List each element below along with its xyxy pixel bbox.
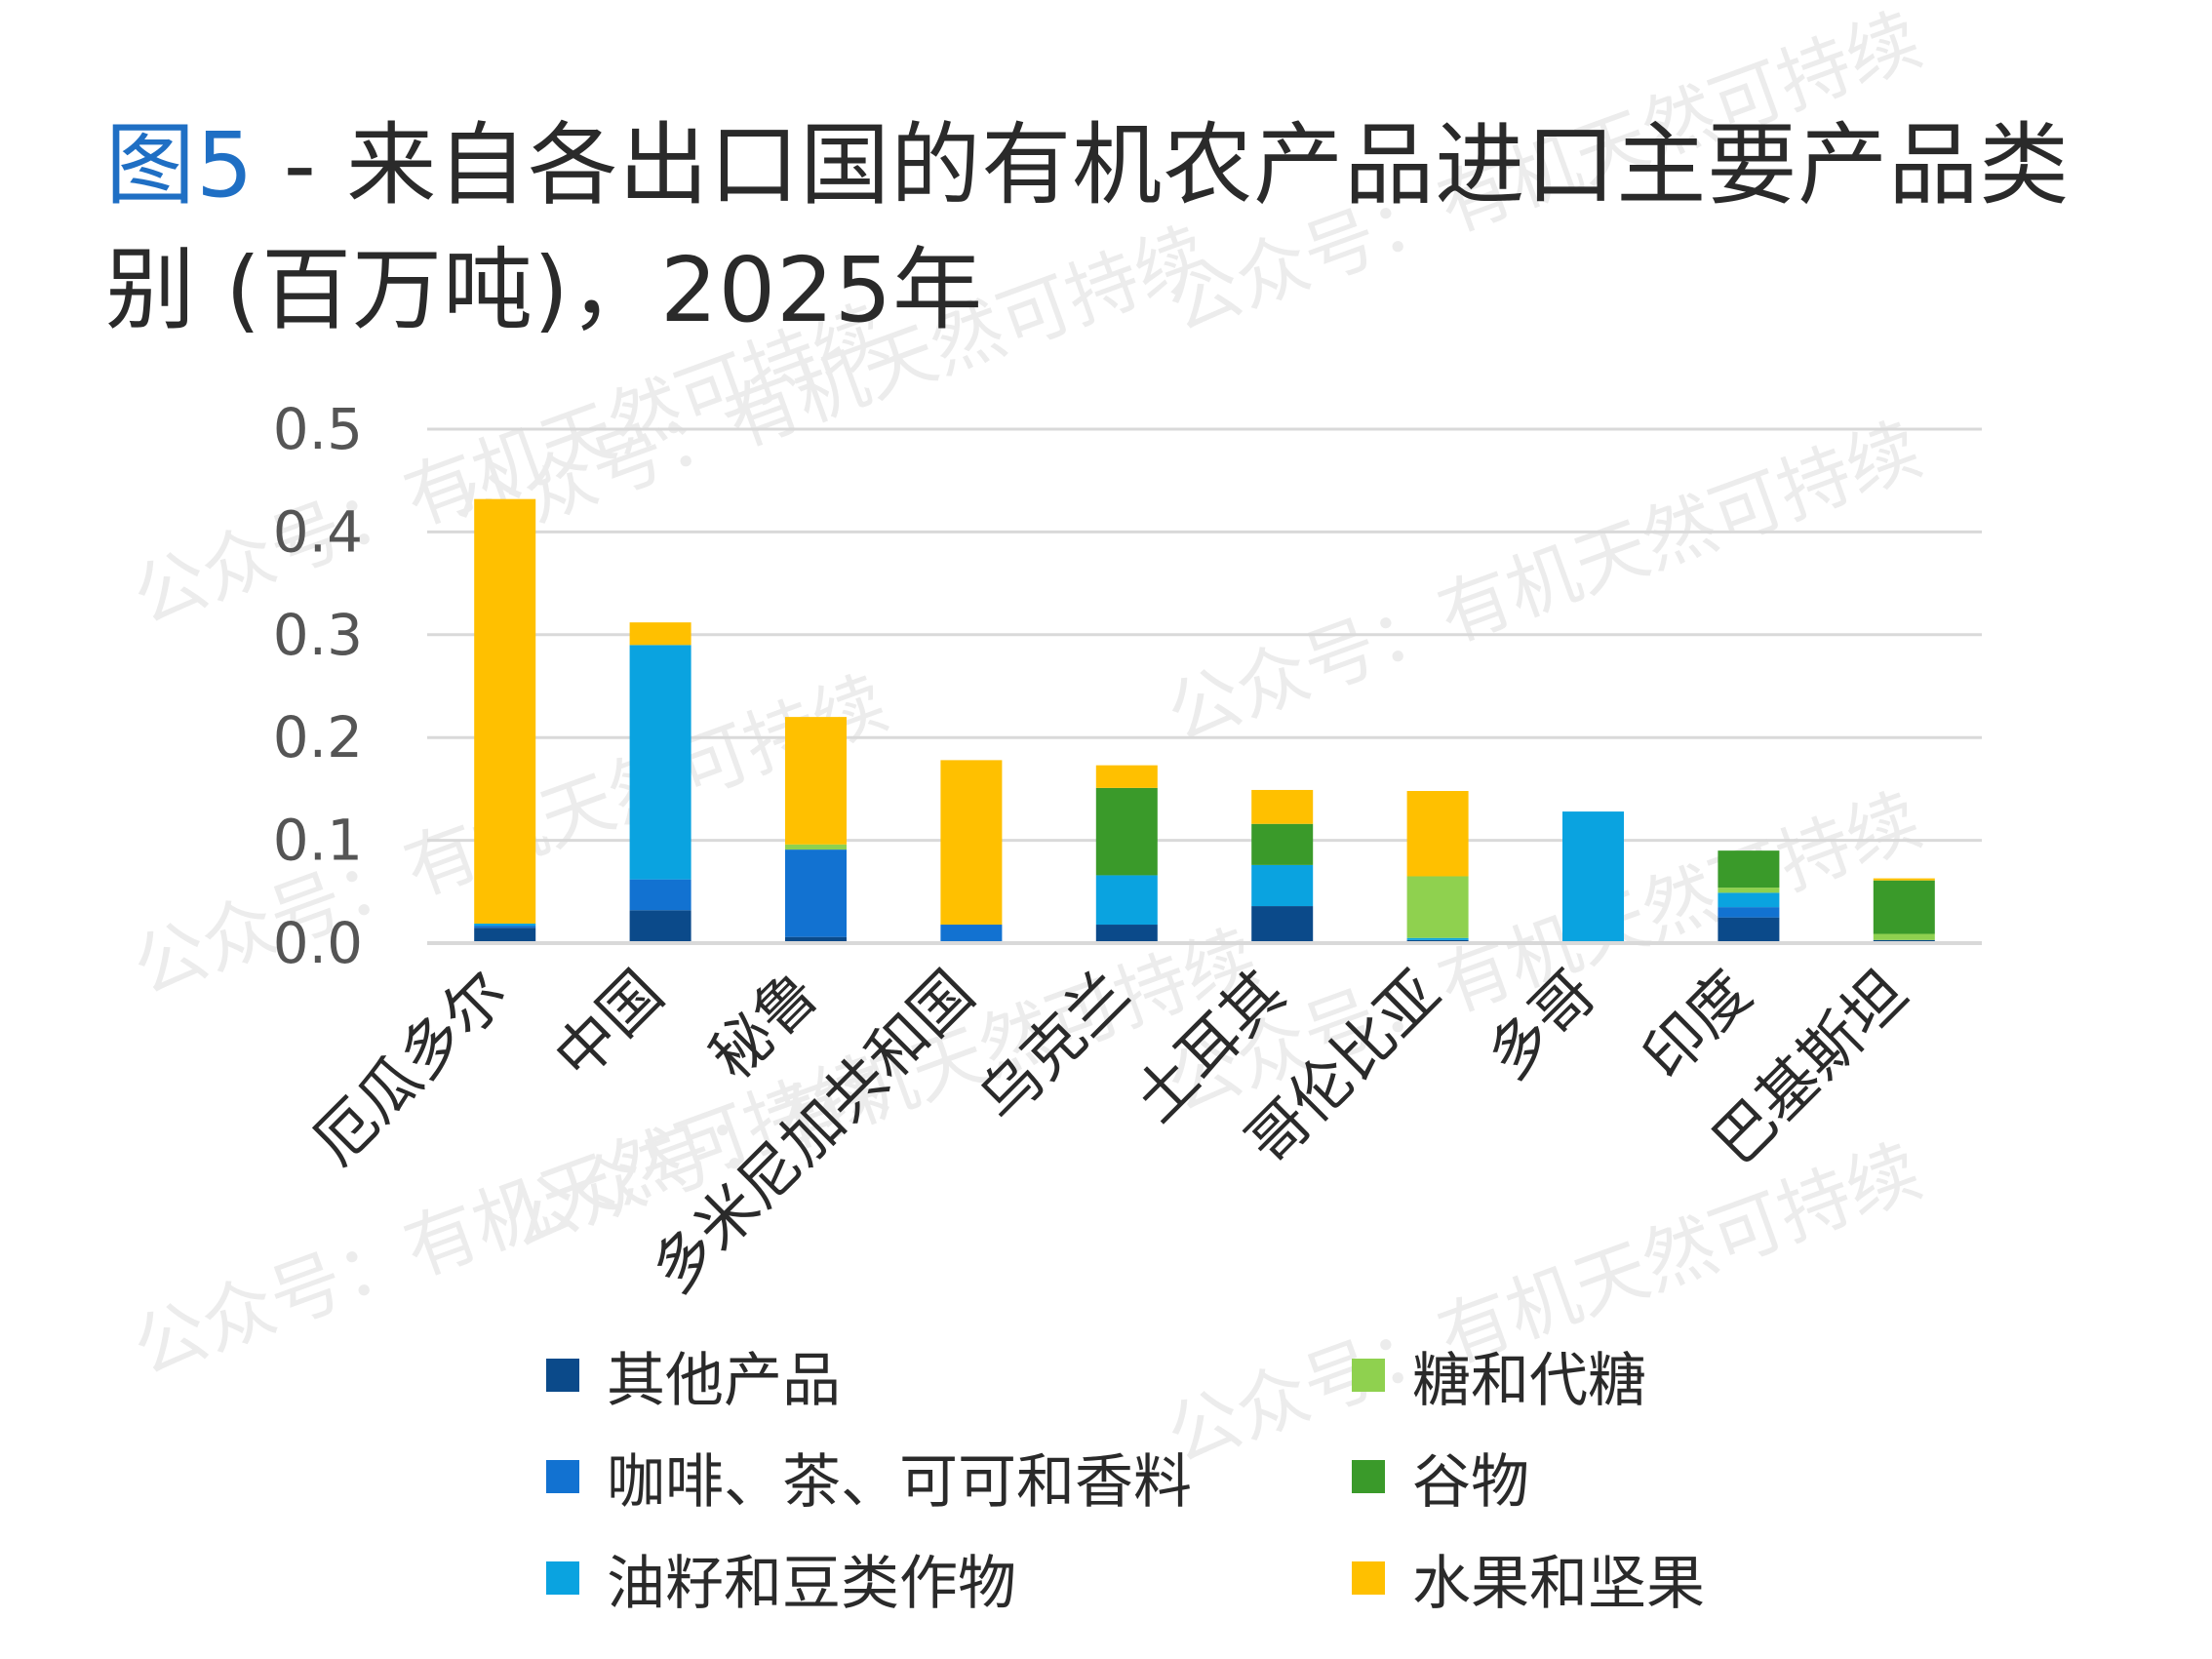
bar-segment	[1095, 765, 1158, 788]
bar-segment	[785, 849, 847, 937]
legend-item: 谷物	[1352, 1438, 1529, 1517]
bar-segment	[1718, 917, 1780, 943]
bar-segment	[1406, 876, 1469, 938]
x-tick-label: 厄瓜多尔	[299, 957, 521, 1178]
y-tick-label: 0.3	[273, 602, 363, 668]
y-tick-label: 0.1	[273, 808, 363, 874]
stacked-bar-chart: 0.0 0.1 0.2 0.3 0.4 0.5 厄瓜多尔 中国 秘鲁多米尼加共和国乌克兰土耳其…	[273, 396, 1982, 1307]
bar-stack	[474, 498, 536, 943]
bar-segment	[1095, 875, 1158, 926]
bar-segment	[1406, 937, 1469, 940]
chart-title: 图5 - 来自各出口国的有机农产品进口主要产品类别 (百万吨)，2025年	[105, 103, 2134, 353]
bar-segment	[474, 923, 536, 927]
legend-label: 油籽和豆类作物	[607, 1549, 1016, 1618]
y-axis-ticks: 0.0 0.1 0.2 0.3 0.4 0.5	[273, 396, 363, 976]
bar-segment	[1095, 925, 1158, 943]
legend-label: 糖和代糖	[1412, 1346, 1646, 1415]
bar-stack	[785, 717, 847, 943]
bar-segment	[785, 936, 847, 943]
bar-segment	[629, 622, 691, 646]
bar-segment	[629, 645, 691, 880]
legend-label: 水果和坚果	[1412, 1549, 1705, 1618]
bar-segment	[1718, 850, 1780, 889]
chart-title-text: - 来自各出口国的有机农产品进口主要产品类别 (百万吨)，2025年	[105, 113, 2071, 342]
x-tick-label: 印度	[1629, 957, 1764, 1092]
legend-item: 水果和坚果	[1352, 1539, 1705, 1618]
bar-segment	[1406, 791, 1469, 877]
bar-stack	[940, 760, 1003, 943]
bar-segment	[1718, 907, 1780, 918]
bar-segment	[1873, 878, 1935, 881]
bar-segment	[474, 498, 536, 924]
legend-label: 其他产品	[607, 1346, 841, 1415]
legend-swatch	[1352, 1561, 1385, 1595]
legend-item: 糖和代糖	[1352, 1336, 1646, 1415]
bar-segment	[1095, 787, 1158, 876]
bar-stack	[1873, 878, 1935, 943]
bar-segment	[1251, 864, 1314, 907]
y-tick-label: 0.4	[273, 498, 363, 565]
x-tick-label: 秘鲁	[696, 957, 832, 1092]
bar-segment	[629, 879, 691, 911]
x-tick-label: 乌克兰	[965, 957, 1143, 1135]
bars	[474, 498, 1935, 943]
legend-swatch	[1352, 1460, 1385, 1493]
bar-stack	[1251, 789, 1314, 943]
legend-item: 其他产品	[546, 1336, 841, 1415]
y-tick-label: 0.2	[273, 704, 363, 770]
bar-segment	[629, 910, 691, 943]
y-tick-label: 0.0	[273, 910, 363, 976]
bar-segment	[474, 928, 536, 943]
legend-swatch	[546, 1460, 579, 1493]
bar-stack	[1095, 765, 1158, 943]
legend-label: 谷物	[1412, 1447, 1529, 1517]
bar-segment	[1873, 880, 1935, 934]
bar-segment	[940, 925, 1003, 943]
bar-segment	[1718, 888, 1780, 893]
bar-segment	[1251, 789, 1314, 824]
x-tick-label: 中国	[540, 957, 676, 1092]
bar-segment	[1873, 933, 1935, 940]
bar-segment	[940, 760, 1003, 926]
bar-stack	[1406, 791, 1469, 943]
bar-segment	[474, 926, 536, 928]
bar-stack	[1562, 811, 1624, 943]
legend-swatch	[546, 1359, 579, 1392]
legend-item: 咖啡、茶、可可和香料	[546, 1438, 1192, 1517]
figure-number: 图5	[105, 113, 255, 217]
bar-stack	[1718, 850, 1780, 943]
bar-stack	[629, 622, 691, 943]
legend-item: 油籽和豆类作物	[546, 1539, 1016, 1618]
bar-segment	[1251, 823, 1314, 865]
bar-segment	[785, 844, 847, 850]
x-tick-label: 多哥	[1474, 957, 1609, 1092]
bar-segment	[1562, 811, 1624, 943]
legend: 其他产品咖啡、茶、可可和香料 油籽和豆类作物 糖和代糖谷物水果和坚果	[546, 1336, 2009, 1629]
y-tick-label: 0.5	[273, 396, 363, 462]
bar-segment	[1251, 906, 1314, 943]
bar-segment	[1718, 892, 1780, 908]
bar-segment	[785, 717, 847, 845]
legend-label: 咖啡、茶、可可和香料	[607, 1447, 1192, 1517]
legend-swatch	[546, 1561, 579, 1595]
legend-swatch	[1352, 1359, 1385, 1392]
